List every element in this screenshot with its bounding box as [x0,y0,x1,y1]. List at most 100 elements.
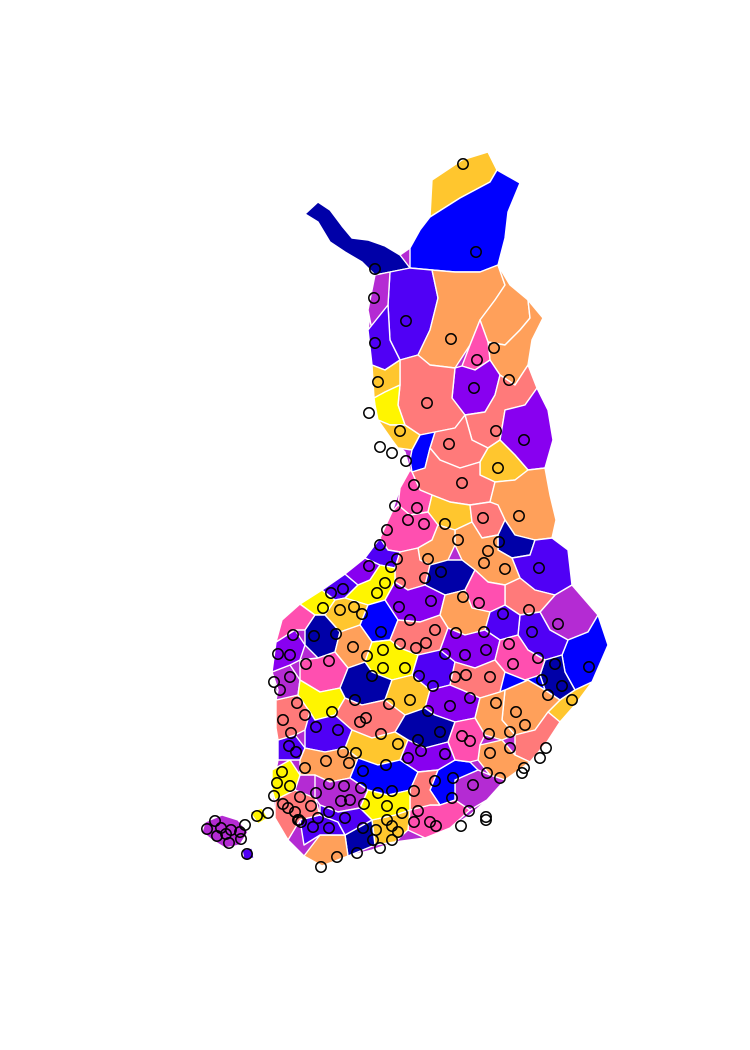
municipality-marker [447,772,459,784]
municipality-marker [503,374,515,386]
municipality-marker [467,779,479,791]
municipality-marker [363,560,375,572]
municipality-marker [408,816,420,828]
municipality-marker [291,697,303,709]
municipality-marker [459,649,471,661]
municipality-marker [299,762,311,774]
municipality-marker [394,425,406,437]
municipality-marker [566,694,578,706]
municipality-marker [536,674,548,686]
municipality-marker [493,536,505,548]
municipality-marker [427,680,439,692]
municipality-marker [402,514,414,526]
municipality-marker [307,821,319,833]
municipality-marker [332,724,344,736]
municipality-marker [300,658,312,670]
municipality-marker [510,706,522,718]
municipality-marker [320,755,332,767]
municipality-marker [375,728,387,740]
municipality-marker [323,822,335,834]
municipality-marker [392,738,404,750]
municipality-marker [351,847,363,859]
municipality-marker [285,727,297,739]
municipality-marker [379,577,391,589]
municipality-marker [446,792,458,804]
municipality-marker [276,766,288,778]
municipality-marker [464,692,476,704]
municipality-marker [368,292,380,304]
municipality-marker [305,800,317,812]
municipality-marker [381,800,393,812]
municipality-marker [526,626,538,638]
municipality-marker [523,604,535,616]
municipality-marker [456,477,468,489]
municipality-marker [331,851,343,863]
municipality-marker [404,614,416,626]
municipality-marker [343,757,355,769]
municipality-marker [323,655,335,667]
municipality-marker [369,263,381,275]
municipality-markers [201,158,595,873]
municipality-marker [411,502,423,514]
municipality-marker [394,577,406,589]
municipality-marker [513,510,525,522]
municipality-marker [294,791,306,803]
municipality-marker [488,342,500,354]
municipality-marker [583,661,595,673]
municipality-marker [408,479,420,491]
municipality-marker [393,601,405,613]
municipality-marker [337,583,349,595]
municipality-marker [241,848,253,860]
municipality-marker [410,642,422,654]
municipality-marker [412,734,424,746]
municipality-marker [363,407,375,419]
municipality-marker [556,680,568,692]
municipality-marker [310,787,322,799]
municipality-marker [490,425,502,437]
municipality-marker [400,455,412,467]
municipality-marker [389,500,401,512]
municipality-marker [315,861,327,873]
municipality-marker [478,626,490,638]
municipality-marker [494,772,506,784]
municipality-marker [518,434,530,446]
municipality-marker [443,438,455,450]
municipality-marker [478,557,490,569]
municipality-marker [429,775,441,787]
municipality-marker [449,671,461,683]
municipality-marker [460,669,472,681]
municipality-marker [360,712,372,724]
municipality-marker [429,624,441,636]
municipality-marker [350,747,362,759]
municipality-marker [211,830,223,842]
municipality-marker [385,561,397,573]
municipality-marker [408,785,420,797]
municipality-marker [262,807,274,819]
municipality-marker [471,354,483,366]
municipality-marker [235,833,247,845]
municipality-marker [483,728,495,740]
municipality-marker [396,807,408,819]
municipality-marker [418,518,430,530]
municipality-marker [361,650,373,662]
region-enontekio [304,201,411,276]
municipality-marker [504,726,516,738]
municipality-marker [552,618,564,630]
municipality-marker [415,745,427,757]
municipality-marker [372,376,384,388]
municipality-marker [402,752,414,764]
municipality-marker [507,658,519,670]
municipality-marker [422,553,434,565]
municipality-marker [223,837,235,849]
municipality-marker [271,777,283,789]
municipality-marker [312,812,324,824]
municipality-marker [287,629,299,641]
municipality-marker [413,670,425,682]
municipality-marker [499,563,511,575]
municipality-marker [366,670,378,682]
municipality-marker [463,805,475,817]
municipality-marker [310,721,322,733]
municipality-marker [377,644,389,656]
municipality-marker [439,648,451,660]
municipality-marker [484,671,496,683]
